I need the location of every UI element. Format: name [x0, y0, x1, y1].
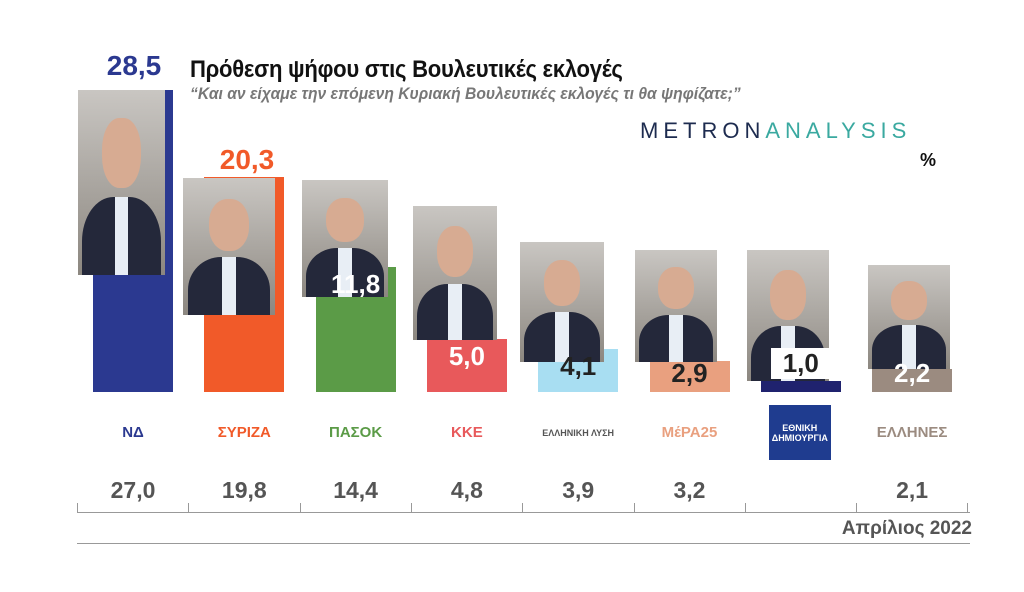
value-label-1: 20,3: [219, 144, 275, 175]
axis-tick-4: [522, 503, 524, 513]
previous-value-4: 3,9: [562, 477, 595, 503]
photo-shirt: [555, 311, 569, 362]
bar-6: [760, 381, 841, 392]
chart-title: Πρόθεση ψήφου στις Βουλευτικές εκλογές: [190, 56, 623, 83]
photo-head: [208, 198, 250, 251]
value-label-4: 4,1: [560, 350, 597, 381]
photo-head: [769, 269, 807, 320]
value-label-6: 1,0: [770, 348, 831, 379]
photo-head: [890, 280, 928, 320]
candidate-photo-3: [413, 206, 497, 340]
axis-tick-7: [856, 503, 858, 513]
axis-tick-2: [299, 503, 301, 513]
chart-subtitle: “Και αν είχαμε την επόμενη Κυριακή Βουλε…: [190, 84, 741, 103]
party-logo-2: ΠΑΣΟΚ: [329, 424, 383, 441]
party-logo-3: ΚΚΕ: [451, 424, 483, 441]
party-logo-0: ΝΔ: [122, 424, 144, 441]
bottom-divider: [77, 543, 970, 544]
photo-shirt: [902, 325, 916, 369]
unit-label: %: [920, 150, 937, 170]
photo-head: [543, 260, 581, 306]
previous-value-2: 14,4: [333, 477, 378, 503]
previous-value-7: 2,1: [896, 477, 929, 503]
photo-head: [436, 226, 474, 277]
axis-tick-5: [633, 503, 635, 513]
bar-5: [649, 361, 730, 392]
previous-value-5: 3,2: [673, 477, 706, 503]
previous-value-0: 27,0: [110, 477, 156, 503]
previous-value-3: 4,8: [450, 477, 483, 503]
photo-shirt: [221, 257, 237, 315]
brand-logo: METRONANALYSIS: [640, 118, 911, 144]
party-logo-5: ΜέΡΑ25: [661, 424, 718, 441]
axis-tick-6: [744, 503, 746, 513]
bar-3: [426, 339, 507, 392]
value-label-3: 5,0: [448, 341, 485, 372]
brand-part1: METRON: [640, 118, 766, 143]
date-label: Απρίλιος 2022: [841, 518, 972, 539]
photo-head: [657, 266, 695, 310]
party-logo-6: ΕΘΝΙΚΗ ΔΗΜΙΟΥΡΓΙΑ: [768, 405, 831, 460]
photo-shirt: [114, 197, 129, 275]
value-label-7: 2,2: [894, 358, 931, 388]
value-label-5: 2,9: [671, 358, 708, 388]
axis-tick-1: [188, 503, 190, 513]
photo-head: [326, 197, 364, 242]
value-label-2: 11,8: [331, 268, 381, 299]
previous-value-1: 19,8: [221, 477, 267, 503]
photo-head: [102, 117, 141, 189]
photo-shirt: [338, 247, 352, 297]
value-label-0: 28,5: [106, 50, 162, 81]
candidate-photo-5: [635, 250, 717, 362]
photo-shirt: [448, 283, 462, 340]
party-logo-1: ΣΥΡΙΖΑ: [217, 424, 271, 441]
photo-shirt: [669, 314, 683, 362]
axis-tick-0: [77, 503, 78, 513]
party-logo-4: ΕΛΛΗΝΙΚΗ ΛΥΣΗ: [542, 427, 615, 438]
brand-part2: ANALYSIS: [765, 118, 912, 143]
bar-7: [872, 368, 953, 392]
axis-tick-3: [410, 503, 412, 513]
candidate-photo-2: [302, 180, 388, 297]
x-axis-line: [77, 512, 970, 513]
candidate-photo-0: [78, 90, 165, 275]
axis-tick-8: [967, 503, 969, 513]
candidate-photo-4: [520, 242, 604, 362]
candidate-photo-1: [183, 178, 275, 315]
candidate-photo-7: [868, 265, 950, 369]
party-logo-7: ΕΛΛΗΝΕΣ: [876, 424, 948, 441]
